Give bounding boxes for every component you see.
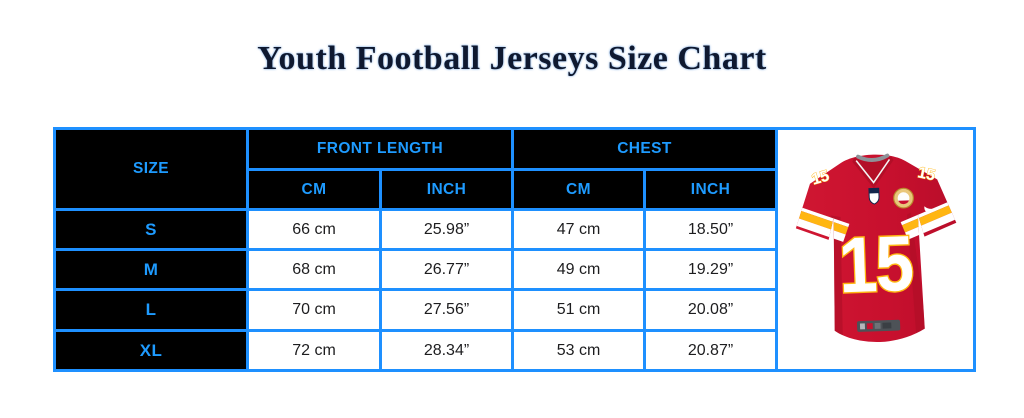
subheader-chest-inch: INCH (643, 168, 778, 211)
collar-back (855, 153, 889, 162)
front-length-cm-value: 68 cm (246, 248, 382, 291)
size-label: S (53, 208, 249, 251)
subheader-chest-cm: CM (511, 168, 646, 211)
jock-tag (856, 319, 900, 332)
chest-inch-value: 20.87” (643, 329, 778, 372)
subheader-front-cm: CM (246, 168, 382, 211)
page-title: Youth Football Jerseys Size Chart (257, 40, 767, 77)
chest-cm-value: 47 cm (511, 208, 646, 251)
column-header-chest: CHEST (511, 127, 778, 171)
table-row-l: L 70 cm 27.56” 51 cm 20.08” (53, 288, 975, 332)
subheader-front-inch: INCH (379, 168, 514, 211)
front-length-inch-value: 26.77” (379, 248, 514, 291)
header-row-units: CM INCH CM INCH (55, 168, 975, 211)
size-chart-table: SIZE FRONT LENGTH CHEST (53, 127, 976, 372)
shoulder-number-left: 15 (809, 167, 831, 188)
nike-swoosh-icon (923, 205, 939, 212)
jersey-side-panel-right (906, 212, 927, 334)
front-length-cm-value: 72 cm (246, 329, 382, 372)
chiefs-patch-icon (892, 187, 914, 208)
header-row-groups: SIZE FRONT LENGTH CHEST (53, 127, 976, 372)
chest-cm-value: 53 cm (511, 329, 646, 372)
chest-cm-value: 51 cm (511, 288, 646, 332)
size-label: M (53, 248, 249, 291)
jersey-image-cell: 15 15 15 (775, 127, 976, 372)
collar (851, 155, 893, 188)
front-length-inch-value: 25.98” (379, 208, 514, 251)
front-length-inch-value: 28.34” (379, 329, 514, 372)
chest-cm-value: 49 cm (511, 248, 646, 291)
collar-piping (855, 158, 890, 184)
chest-inch-value: 18.50” (643, 208, 778, 251)
table-row-s: S 66 cm 25.98” 47 cm 18.50” (53, 208, 975, 251)
column-header-size: SIZE (53, 127, 249, 211)
front-length-cm-value: 70 cm (246, 288, 382, 332)
jersey-number: 15 (837, 218, 913, 309)
chest-inch-value: 20.08” (643, 288, 778, 332)
chest-inch-value: 19.29” (643, 248, 778, 291)
column-header-front-length: FRONT LENGTH (246, 127, 514, 171)
table-row-m: M 68 cm 26.77” 49 cm 19.29” (53, 248, 975, 291)
front-length-cm-value: 66 cm (246, 208, 382, 251)
shoulder-number-right: 15 (916, 164, 937, 184)
size-label: XL (53, 329, 249, 372)
table-row-xl: XL 72 cm 28.34” 53 cm 20.87” (53, 329, 975, 372)
front-length-inch-value: 27.56” (379, 288, 514, 332)
nfl-shield-icon (867, 187, 880, 205)
size-label: L (53, 288, 249, 332)
jersey-image: 15 15 15 (792, 151, 960, 345)
